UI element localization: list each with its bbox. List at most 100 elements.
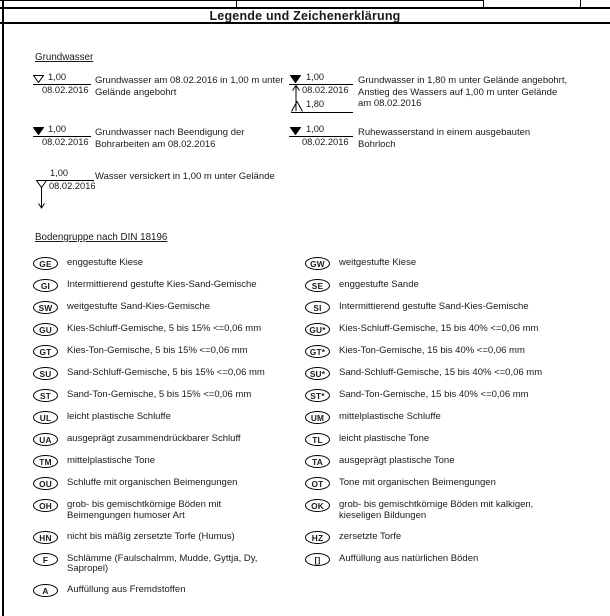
- page-left-border: [2, 0, 4, 616]
- soil-group-desc: zersetzte Torfe: [339, 530, 402, 542]
- soil-group-desc: Tone mit organischen Beimengungen: [339, 477, 496, 488]
- soil-group-heading: Bodengruppe nach DIN 18196: [35, 232, 168, 243]
- soil-group-row: F Schlämme (Faulschalmm, Mudde, Gyttja, D…: [33, 552, 303, 576]
- soil-group-row: GU* Kies-Schluff-Gemische, 15 bis 40% <=0…: [305, 323, 599, 336]
- soil-group-desc: grob- bis gemischtkörnige Böden mit kalk…: [339, 499, 534, 521]
- depth-value: 1,00: [48, 124, 67, 134]
- soil-group-desc: nicht bis mäßig zersetzte Torfe (Humus): [67, 530, 235, 542]
- soil-group-desc: Kies-Schluff-Gemische, 5 bis 15% <=0,06 …: [67, 323, 262, 334]
- soil-group-desc: Kies-Schluff-Gemische, 15 bis 40% <=0,06…: [339, 323, 539, 334]
- groundwater-item-desc: Grundwasser in 1,80 m unter Gelände ange…: [358, 75, 568, 109]
- table-divider: [580, 0, 581, 7]
- soil-code-badge: []: [305, 552, 330, 566]
- date-value: 08.02.2016: [302, 85, 349, 95]
- soil-group-row: SE enggestufte Sande: [305, 279, 599, 292]
- soil-group-desc: mittelplastische Tone: [67, 455, 156, 466]
- soil-group-desc: Auffüllung aus Fremdstoffen: [67, 584, 186, 596]
- soil-group-row: SI Intermittierend gestufte Sand-Kies-Gem…: [305, 301, 599, 314]
- soil-group-desc: Sand-Schluff-Gemische, 15 bis 40% <=0,06…: [339, 367, 543, 378]
- soil-group-row: GT* Kies-Ton-Gemische, 15 bis 40% <=0,06 …: [305, 345, 599, 358]
- soil-group-desc: ausgeprägt plastische Tone: [339, 455, 455, 466]
- soil-code-badge: OK: [305, 499, 330, 512]
- soil-group-row: OK grob- bis gemischtkörnige Böden mit ka…: [305, 499, 599, 522]
- soil-code-badge: GU*: [305, 323, 330, 336]
- date-value: 08.02.2016: [49, 181, 96, 191]
- depth2-value: 1,80: [306, 99, 325, 109]
- soil-group-row: SU Sand-Schluff-Gemische, 5 bis 15% <=0,0…: [33, 367, 303, 380]
- soil-code-badge: OT: [305, 477, 330, 490]
- groundwater-item-desc: Grundwasser am 08.02.2016 in 1,00 m unte…: [95, 75, 284, 98]
- table-divider: [236, 0, 237, 7]
- soil-code-badge: GE: [33, 257, 58, 270]
- groundwater-heading: Grundwasser: [35, 52, 94, 63]
- soil-group-row: OH grob- bis gemischtkörnige Böden mit Be…: [33, 499, 303, 522]
- soil-group-row: UA ausgeprägt zusammendrückbarer Schluff: [33, 433, 303, 446]
- soil-code-badge: A: [33, 584, 58, 598]
- rise-arrow-icon: [292, 85, 300, 111]
- soil-code-badge: ST*: [305, 389, 330, 402]
- soil-group-row: TL leicht plastische Tone: [305, 433, 599, 446]
- soil-group-desc: Sand-Ton-Gemische, 15 bis 40% <=0,06 mm: [339, 389, 529, 400]
- water-found-open-triangle-up-icon: [291, 101, 303, 112]
- groundwater-symbol-filled-triangle: 1,00 08.02.2016: [289, 124, 355, 148]
- soil-group-desc: ausgeprägt zusammendrückbarer Schluff: [67, 433, 241, 444]
- symbol-baseline: [33, 136, 91, 137]
- soil-code-badge: SU*: [305, 367, 330, 380]
- soil-group-desc: leicht plastische Schluffe: [67, 411, 171, 422]
- water-level-open-triangle-icon: [33, 75, 44, 83]
- soil-code-badge: GU: [33, 323, 58, 336]
- groundwater-symbol-filled-triangle: 1,00 08.02.2016: [33, 124, 93, 148]
- symbol-baseline: [40, 180, 94, 181]
- soil-code-badge: UA: [33, 433, 58, 446]
- groundwater-symbol-open-triangle: 1,00 08.02.2016: [33, 72, 93, 96]
- soil-group-row: A Auffüllung aus Fremdstoffen: [33, 584, 303, 598]
- soil-code-badge: SU: [33, 367, 58, 380]
- table-divider: [0, 0, 483, 1]
- soil-code-badge: HZ: [305, 530, 330, 544]
- groundwater-item-desc: Ruhewasserstand in einem ausgebauten Boh…: [358, 127, 531, 150]
- groundwater-item-desc: Wasser versickert in 1,00 m unter Geländ…: [95, 171, 275, 182]
- soil-group-desc: weitgestufte Kiese: [339, 257, 417, 268]
- depth-value: 1,00: [48, 72, 67, 82]
- soil-code-badge: HN: [33, 530, 58, 544]
- soil-group-row: ST Sand-Ton-Gemische, 5 bis 15% <=0,06 mm: [33, 389, 303, 402]
- soil-code-badge: TA: [305, 455, 330, 468]
- soil-group-row: UL leicht plastische Schluffe: [33, 411, 303, 424]
- symbol-baseline: [33, 84, 91, 85]
- date-value: 08.02.2016: [302, 137, 349, 147]
- soil-group-row: GU Kies-Schluff-Gemische, 5 bis 15% <=0,0…: [33, 323, 303, 336]
- soil-group-row: ST* Sand-Ton-Gemische, 15 bis 40% <=0,06 …: [305, 389, 599, 402]
- groundwater-item-desc: Grundwasser nach Beendigung der Bohrarbe…: [95, 127, 245, 150]
- soil-code-badge: TM: [33, 455, 58, 468]
- soil-code-badge: SI: [305, 301, 330, 314]
- depth-value: 1,00: [306, 124, 325, 134]
- soil-group-desc: Sand-Schluff-Gemische, 5 bis 15% <=0,06 …: [67, 367, 265, 378]
- soil-group-desc: Auffüllung aus natürlichen Böden: [339, 552, 479, 564]
- soil-group-row: GT Kies-Ton-Gemische, 5 bis 15% <=0,06 mm: [33, 345, 303, 358]
- soil-group-row: TM mittelplastische Tone: [33, 455, 303, 468]
- soil-group-desc: Sand-Ton-Gemische, 5 bis 15% <=0,06 mm: [67, 389, 252, 400]
- soil-group-desc: Kies-Ton-Gemische, 15 bis 40% <=0,06 mm: [339, 345, 525, 356]
- soil-code-badge: GW: [305, 257, 330, 270]
- soil-group-row: OU Schluffe mit organischen Beimengungen: [33, 477, 303, 490]
- soil-group-desc: Schlämme (Faulschalmm, Mudde, Gyttja, Dy…: [67, 552, 258, 575]
- table-divider: [483, 0, 484, 7]
- soil-group-desc: grob- bis gemischtkörnige Böden mit Beim…: [67, 499, 222, 521]
- seepage-arrow-icon: [36, 180, 47, 209]
- soil-group-desc: leicht plastische Tone: [339, 433, 430, 444]
- soil-group-row: GW weitgestufte Kiese: [305, 257, 599, 270]
- water-level-filled-triangle-icon: [290, 75, 301, 83]
- soil-code-badge: ST: [33, 389, 58, 402]
- soil-group-row: GE enggestufte Kiese: [33, 257, 303, 270]
- soil-group-row: HZ zersetzte Torfe: [305, 530, 599, 544]
- soil-group-row: HN nicht bis mäßig zersetzte Torfe (Humus…: [33, 530, 303, 544]
- soil-group-row: UM mittelplastische Schluffe: [305, 411, 599, 424]
- soil-group-desc: Schluffe mit organischen Beimengungen: [67, 477, 238, 488]
- soil-group-desc: Kies-Ton-Gemische, 5 bis 15% <=0,06 mm: [67, 345, 248, 356]
- soil-group-desc: mittelplastische Schluffe: [339, 411, 441, 422]
- date-value: 08.02.2016: [42, 137, 89, 147]
- soil-group-row: [305, 584, 599, 597]
- soil-code-badge: SE: [305, 279, 330, 292]
- water-level-filled-triangle-icon: [290, 127, 301, 135]
